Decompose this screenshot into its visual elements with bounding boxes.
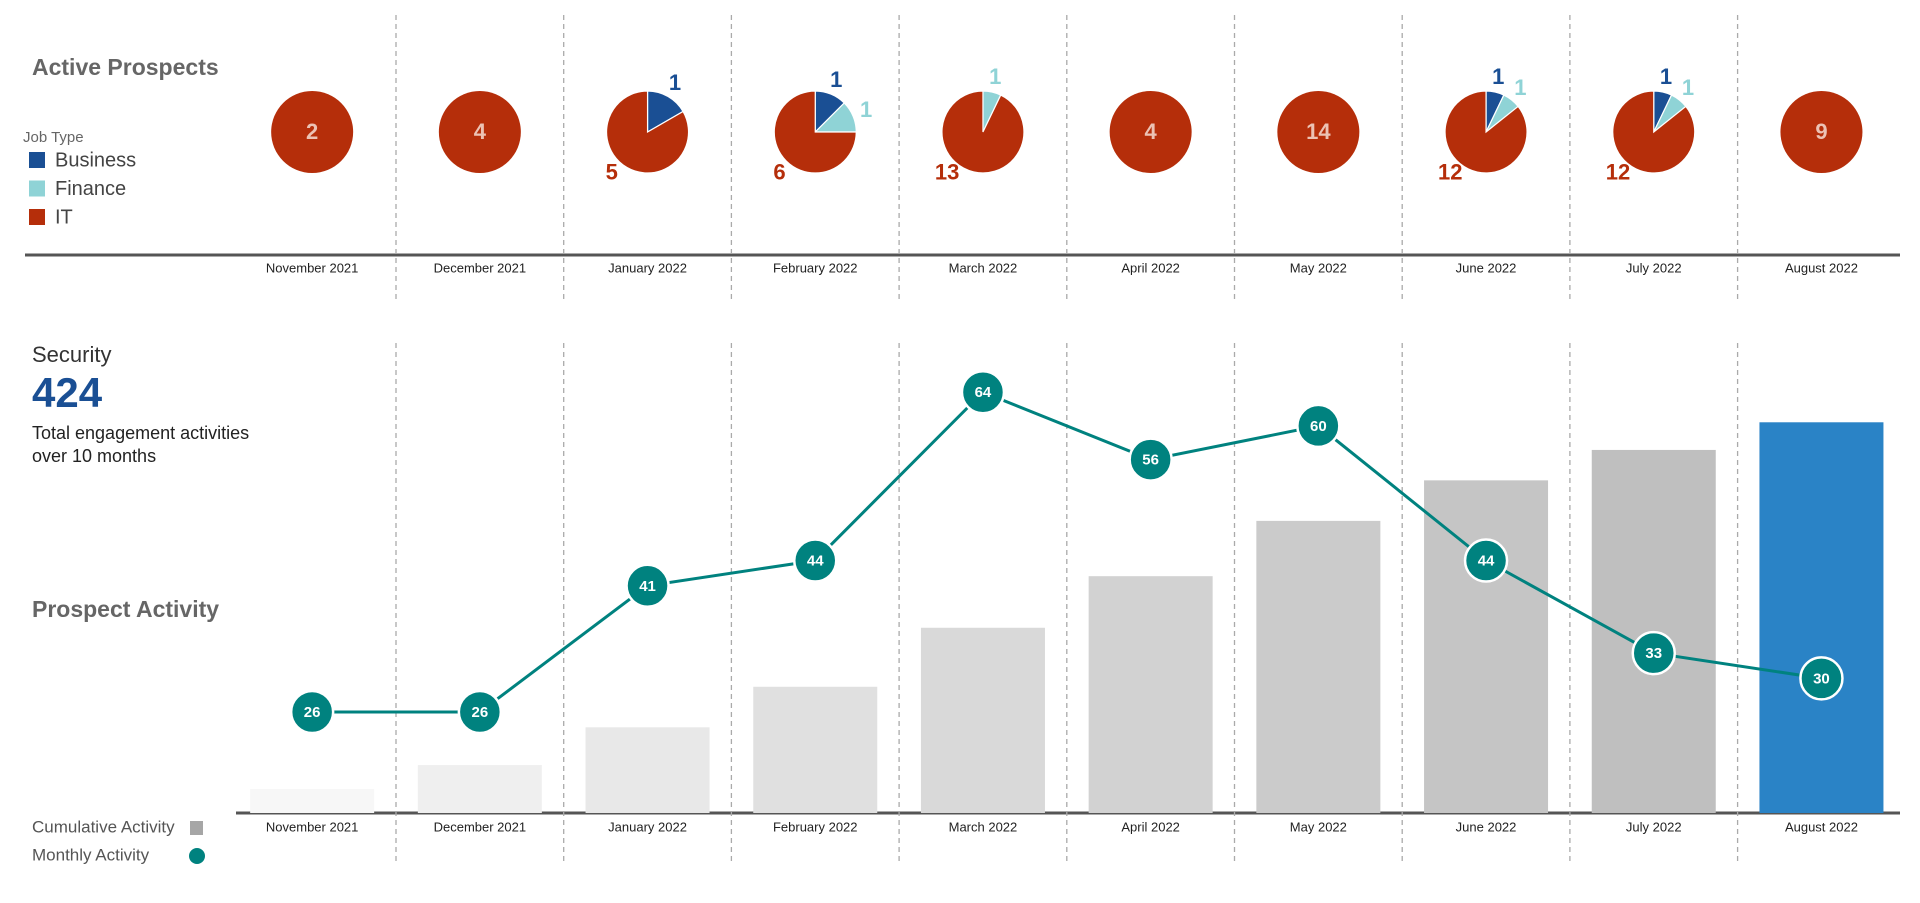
line-marker xyxy=(625,563,670,609)
data-label: 1 xyxy=(669,70,681,95)
data-label: 4 xyxy=(474,119,487,144)
x-tick-label: May 2022 xyxy=(1290,819,1347,834)
x-tick-label: November 2021 xyxy=(266,260,359,275)
pie-slice xyxy=(605,90,690,174)
x-tick-label: March 2022 xyxy=(949,819,1018,834)
data-label: 1 xyxy=(989,64,1001,89)
data-label: 1 xyxy=(1514,75,1526,100)
pie-slice xyxy=(438,91,521,173)
pie-slice xyxy=(646,90,684,134)
x-tick-label: July 2022 xyxy=(1626,260,1682,275)
x-tick-label: August 2022 xyxy=(1785,819,1858,834)
data-label: 44 xyxy=(807,553,824,570)
data-label: 33 xyxy=(1645,645,1662,662)
x-tick-label: August 2022 xyxy=(1785,260,1858,275)
data-label: 64 xyxy=(975,384,992,401)
pie-slice xyxy=(1780,91,1863,173)
line-marker xyxy=(1799,656,1844,701)
x-tick-label: May 2022 xyxy=(1290,260,1347,275)
pie-slice xyxy=(1444,90,1528,174)
data-label: 5 xyxy=(606,160,618,185)
bar xyxy=(1088,576,1213,813)
data-label: 12 xyxy=(1438,160,1462,185)
legend-label: IT xyxy=(55,206,73,228)
legend-label: Cumulative Activity xyxy=(32,817,175,836)
pie-slice xyxy=(1277,91,1360,173)
legend-swatch xyxy=(29,180,45,197)
bar xyxy=(417,765,542,813)
line-marker xyxy=(960,369,1006,415)
pie-slice xyxy=(1109,91,1192,173)
data-label: 14 xyxy=(1306,119,1331,144)
line-marker xyxy=(1128,437,1173,482)
legend-swatch xyxy=(29,152,45,168)
x-tick-label: April 2022 xyxy=(1121,819,1180,834)
legend-label: Monthly Activity xyxy=(32,845,150,864)
legend-title: Job Type xyxy=(23,129,84,146)
line-marker xyxy=(1631,630,1676,676)
bar-title: Prospect Activity xyxy=(32,596,219,622)
bar xyxy=(585,727,710,813)
data-label: 1 xyxy=(860,97,872,122)
data-label: 41 xyxy=(639,578,656,595)
bar xyxy=(920,627,1045,813)
data-label: 13 xyxy=(935,160,959,185)
data-label: 4 xyxy=(1145,119,1158,144)
panel-label: Security xyxy=(32,342,111,367)
data-label: 1 xyxy=(1682,75,1694,100)
x-tick-label: April 2022 xyxy=(1121,260,1180,275)
x-tick-label: March 2022 xyxy=(949,260,1018,275)
bar xyxy=(1424,480,1549,813)
legend-label: Business xyxy=(55,149,136,171)
x-tick-label: January 2022 xyxy=(608,260,687,275)
bar xyxy=(1256,520,1381,813)
data-label: 60 xyxy=(1310,418,1327,435)
pie-slice xyxy=(941,90,1025,174)
data-label: 12 xyxy=(1606,160,1630,185)
legend-label: Finance xyxy=(55,178,126,200)
pie-slice xyxy=(1612,90,1696,174)
pie-title: Active Prospects xyxy=(32,54,219,80)
x-tick-label: January 2022 xyxy=(608,819,687,834)
pie-slice xyxy=(773,90,857,174)
legend-swatch xyxy=(29,209,45,225)
bar xyxy=(250,789,375,813)
data-label: 44 xyxy=(1478,553,1495,570)
data-label: 1 xyxy=(830,67,842,92)
line xyxy=(312,390,1822,714)
line-marker xyxy=(793,538,838,583)
x-tick-label: June 2022 xyxy=(1456,260,1517,275)
line-marker xyxy=(1463,538,1509,583)
x-tick-label: February 2022 xyxy=(773,260,858,275)
line-marker xyxy=(457,689,503,735)
data-label: 1 xyxy=(1660,64,1672,89)
data-label: 1 xyxy=(1492,64,1504,89)
data-label: 9 xyxy=(1815,119,1827,144)
pie-slice xyxy=(271,91,354,173)
panel-description: Total engagement activities over 10 mont… xyxy=(32,423,250,466)
bar xyxy=(753,686,878,813)
data-label: 30 xyxy=(1813,670,1830,687)
legend-marker xyxy=(189,848,205,864)
data-label: 56 xyxy=(1142,452,1159,469)
line-marker xyxy=(1296,403,1341,449)
data-label: 26 xyxy=(472,704,489,721)
x-tick-label: June 2022 xyxy=(1456,819,1517,834)
x-tick-label: February 2022 xyxy=(773,819,858,834)
x-tick-label: November 2021 xyxy=(266,819,359,834)
data-label: 2 xyxy=(306,119,318,144)
bar xyxy=(1759,422,1884,813)
legend-swatch xyxy=(190,821,203,835)
data-label: 6 xyxy=(773,160,785,185)
line-marker xyxy=(289,689,335,735)
x-tick-label: July 2022 xyxy=(1626,819,1682,834)
x-tick-label: December 2021 xyxy=(434,260,527,275)
panel-value: 424 xyxy=(32,369,103,416)
data-label: 26 xyxy=(304,704,321,721)
x-tick-label: December 2021 xyxy=(434,819,527,834)
